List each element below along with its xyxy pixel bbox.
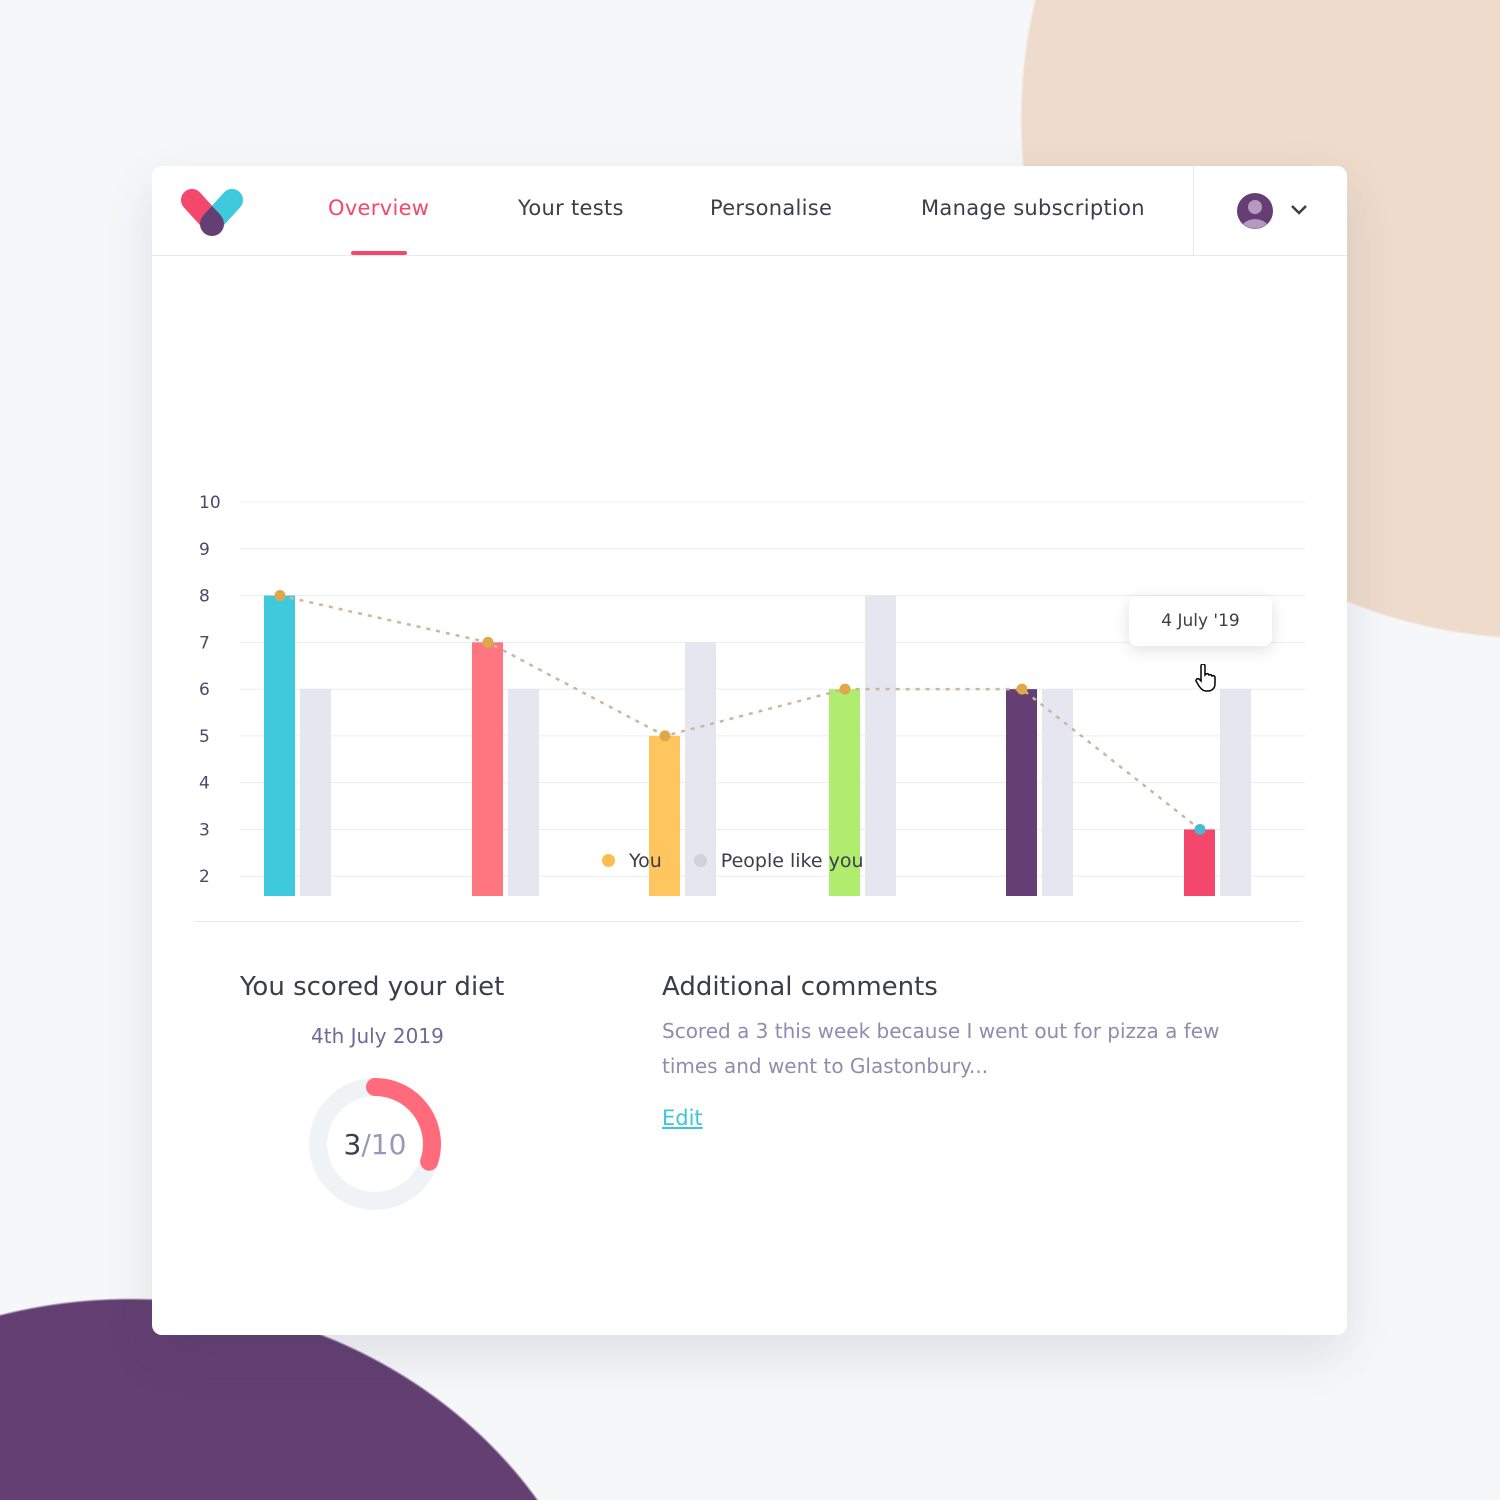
y-tick-label: 8 <box>199 587 210 607</box>
bar-you <box>1006 689 1037 896</box>
bar-you <box>649 735 680 896</box>
chart-legend: You People like you <box>602 850 863 872</box>
data-point <box>839 683 851 695</box>
score-date: 4th July 2019 <box>311 1024 444 1048</box>
y-tick-label: 7 <box>199 633 210 653</box>
logo-icon[interactable] <box>180 188 244 236</box>
score-number: 3 <box>343 1128 362 1161</box>
chart-tooltip: 4 July '19 <box>1129 596 1272 646</box>
bar-you <box>264 595 295 896</box>
legend-you: You <box>629 850 662 872</box>
avatar-icon[interactable] <box>1237 193 1273 229</box>
data-point <box>1194 823 1206 835</box>
bar-people-like-you <box>300 689 331 896</box>
nav-divider <box>1193 166 1194 256</box>
active-tab-indicator <box>351 251 407 255</box>
hand-cursor-icon <box>1195 664 1216 692</box>
data-point <box>482 636 494 648</box>
section-divider <box>194 921 1302 922</box>
y-tick-label: 2 <box>199 867 210 887</box>
data-point <box>1016 683 1028 695</box>
y-tick-label: 10 <box>199 493 221 513</box>
comments-text: Scored a 3 this week because I went out … <box>662 1019 1220 1078</box>
tab-your-tests[interactable]: Your tests <box>518 196 624 220</box>
score-value: 3/10 <box>307 1128 443 1161</box>
bar-people-like-you <box>865 595 896 896</box>
data-point <box>274 590 286 602</box>
dashboard-card: Overview Your tests Personalise Manage s… <box>152 166 1347 1335</box>
legend-dot-people <box>693 854 707 867</box>
tab-personalise[interactable]: Personalise <box>710 196 833 220</box>
score-title: You scored your diet <box>240 972 505 1002</box>
bar-you <box>472 642 503 896</box>
edit-link[interactable]: Edit <box>662 1106 703 1130</box>
comments-title: Additional comments <box>662 972 938 1002</box>
bar-people-like-you <box>685 642 716 896</box>
chevron-down-icon[interactable] <box>1290 204 1308 216</box>
top-nav: Overview Your tests Personalise Manage s… <box>152 166 1347 256</box>
data-point <box>659 730 671 742</box>
tab-manage-subscription[interactable]: Manage subscription <box>921 196 1145 220</box>
score-max: /10 <box>361 1128 407 1161</box>
score-chart: 12345678910Week 1Week 2Week 3Week 4Week … <box>199 493 1305 896</box>
tab-overview[interactable]: Overview <box>328 196 430 220</box>
bar-people-like-you <box>508 689 539 896</box>
bar-you <box>829 689 860 896</box>
y-tick-label: 4 <box>199 774 210 794</box>
y-tick-label: 5 <box>199 727 210 747</box>
bar-people-like-you <box>1042 689 1073 896</box>
y-tick-label: 3 <box>199 820 210 840</box>
bar-people-like-you <box>1220 689 1251 896</box>
score-ring <box>309 1078 441 1210</box>
y-tick-label: 6 <box>199 680 210 700</box>
legend-people: People like you <box>720 850 864 872</box>
bar-you <box>1184 829 1215 896</box>
legend-dot-you <box>602 854 615 867</box>
y-tick-label: 9 <box>199 540 210 560</box>
